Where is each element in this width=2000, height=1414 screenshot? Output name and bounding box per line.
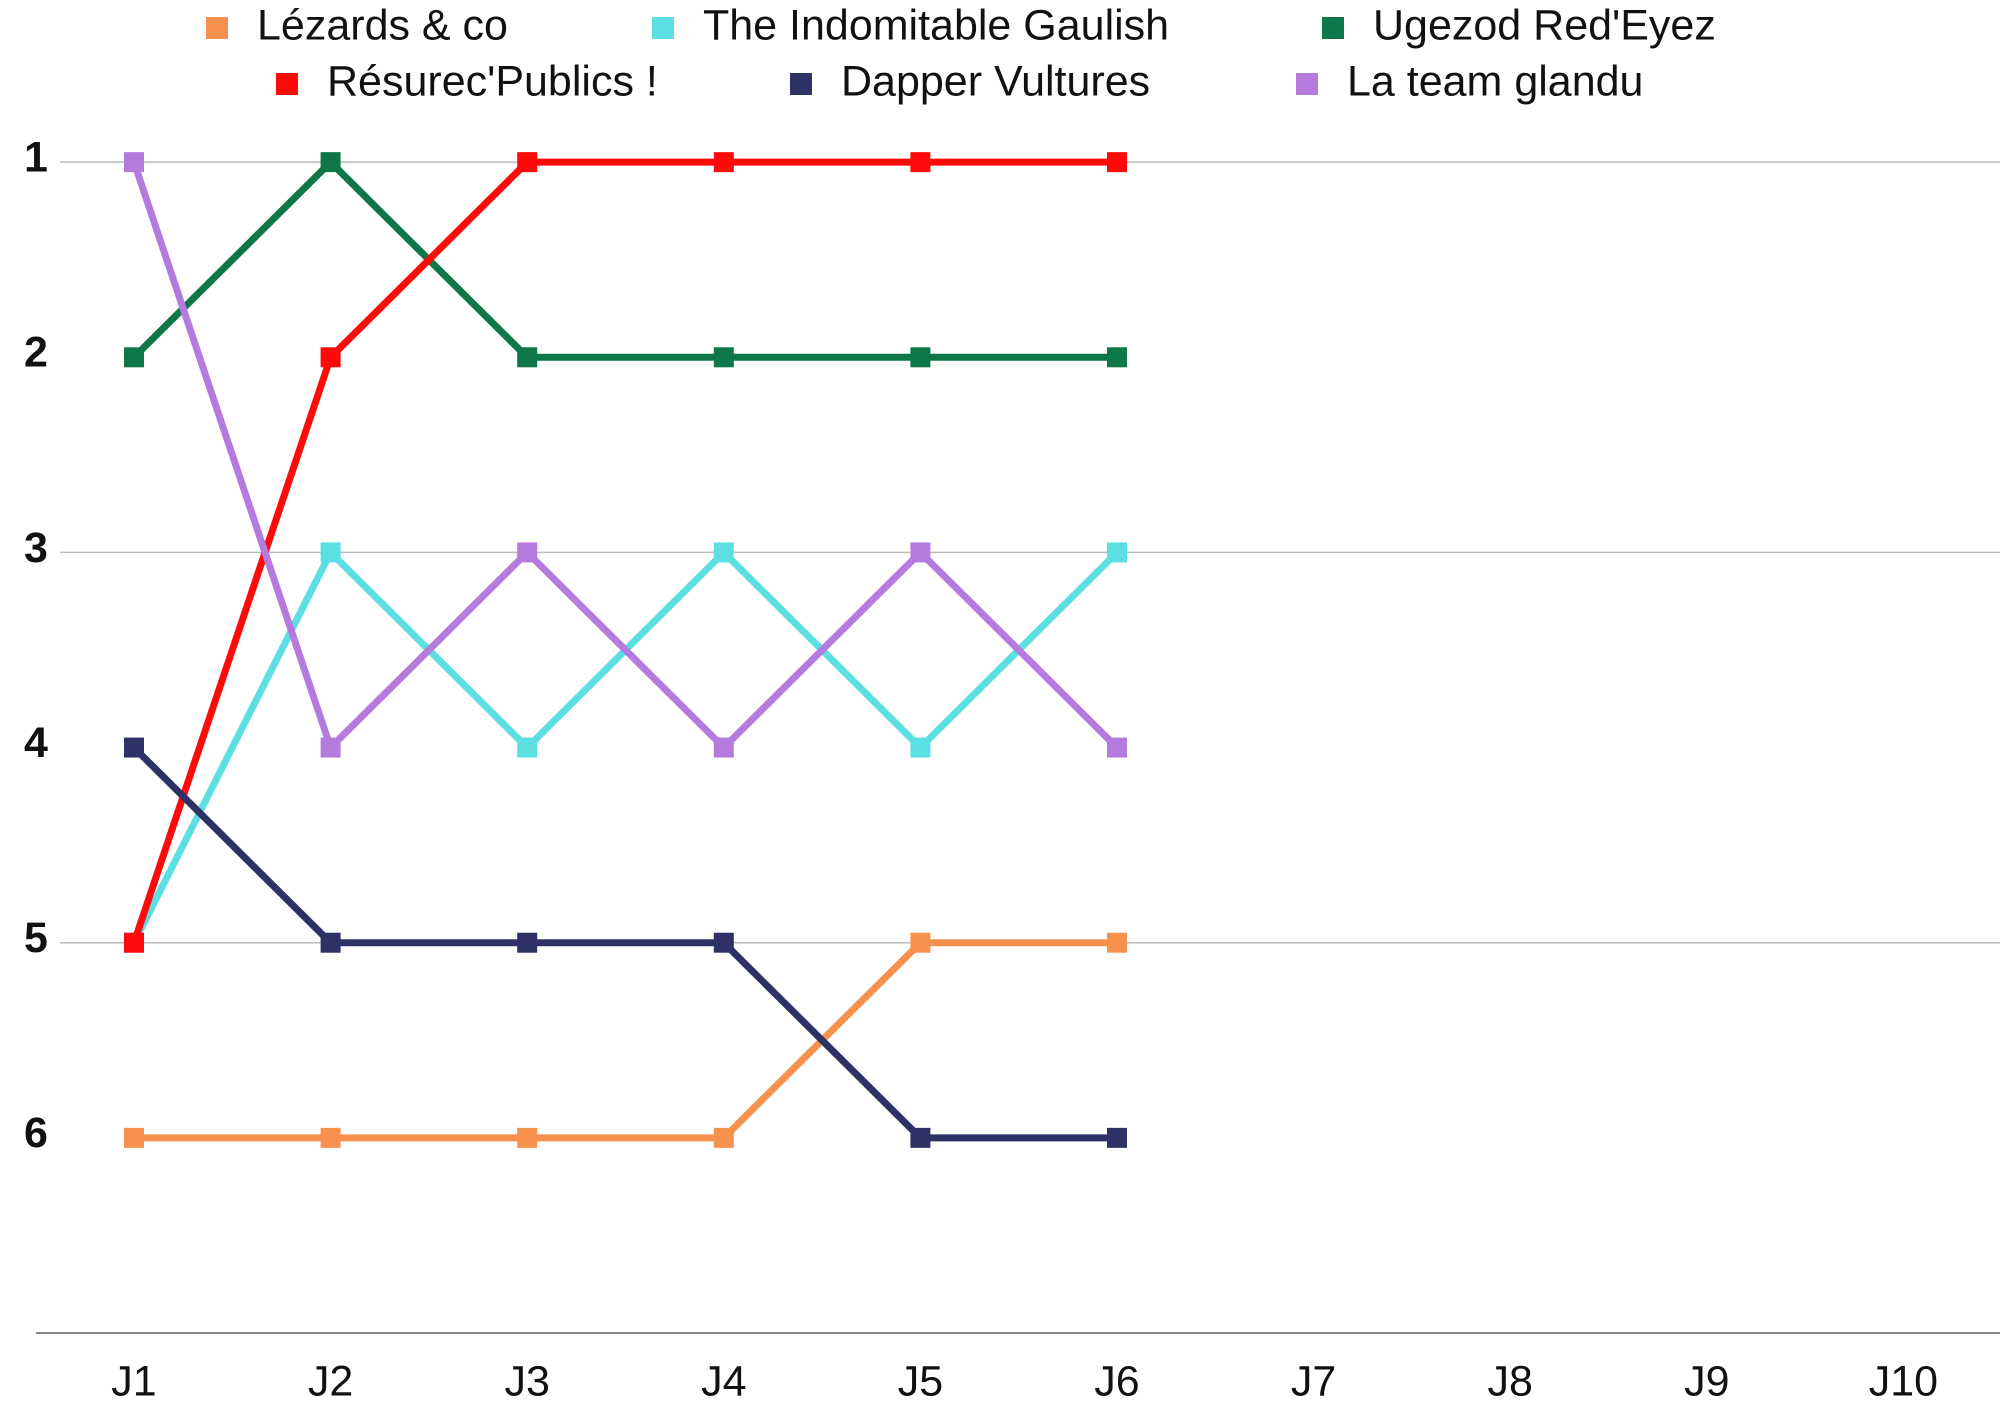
point-marker (124, 1127, 144, 1148)
point-marker (910, 932, 931, 953)
legend-swatch (206, 17, 228, 39)
point-marker (910, 737, 931, 758)
point-marker (713, 347, 734, 368)
point-marker (910, 347, 931, 368)
point-marker (320, 347, 341, 368)
point-marker (320, 152, 341, 173)
point-marker (124, 152, 144, 173)
point-marker (1107, 542, 1127, 563)
point-marker (713, 152, 734, 173)
x-tick-label: J2 (308, 1357, 353, 1405)
point-marker (124, 347, 144, 368)
point-marker (320, 542, 341, 563)
series-line (131, 745, 1117, 1142)
legend-label: The Indomitable Gaulish (703, 1, 1169, 49)
y-tick-label: 5 (24, 914, 48, 962)
y-tick-label: 6 (24, 1109, 48, 1157)
point-marker (320, 737, 341, 758)
legend-swatch (276, 73, 298, 95)
point-marker (910, 542, 931, 563)
x-tick-label: J6 (1094, 1357, 1139, 1405)
x-tick-label: J9 (1684, 1357, 1729, 1405)
series-line (130, 158, 1117, 944)
series-line (131, 158, 1117, 361)
point-marker (1107, 932, 1127, 953)
y-tick-label: 4 (24, 719, 48, 767)
point-marker (1107, 1127, 1127, 1148)
point-marker (1107, 152, 1127, 173)
legend-label: Dapper Vultures (841, 57, 1150, 105)
point-marker (910, 1127, 931, 1148)
point-marker (517, 347, 538, 368)
point-marker (517, 932, 538, 953)
y-tick-label: 3 (24, 524, 48, 572)
legend-swatch (1296, 73, 1318, 95)
legend-swatch (1322, 17, 1344, 39)
point-marker (713, 542, 734, 563)
x-tick-label: J7 (1291, 1357, 1336, 1405)
point-marker (124, 737, 144, 758)
point-marker (517, 542, 538, 563)
legend-swatch (790, 73, 812, 95)
point-marker (517, 152, 538, 173)
legend-label: Résurec'Publics ! (327, 57, 658, 105)
point-marker (713, 737, 734, 758)
point-marker (1107, 737, 1127, 758)
point-marker (1107, 347, 1127, 368)
point-marker (910, 152, 931, 173)
y-tick-label: 2 (24, 329, 48, 377)
legend-label: La team glandu (1347, 57, 1643, 105)
x-tick-label: J3 (504, 1357, 549, 1405)
x-tick-label: J5 (898, 1357, 943, 1405)
legend-label: Lézards & co (257, 1, 508, 49)
point-marker (713, 1127, 734, 1148)
point-marker (517, 737, 538, 758)
point-marker (320, 1127, 341, 1148)
legend-swatch (652, 17, 674, 39)
point-marker (713, 932, 734, 953)
series-line (134, 939, 1117, 1142)
point-marker (517, 1127, 538, 1148)
x-tick-label: J4 (701, 1357, 746, 1405)
point-marker (124, 932, 144, 953)
x-tick-label: J8 (1487, 1357, 1532, 1405)
point-marker (320, 932, 341, 953)
x-tick-label: J10 (1869, 1357, 1938, 1405)
y-tick-label: 1 (24, 134, 48, 182)
legend-label: Ugezod Red'Eyez (1373, 1, 1716, 49)
series-line (130, 161, 1120, 752)
x-tick-label: J1 (111, 1357, 156, 1405)
